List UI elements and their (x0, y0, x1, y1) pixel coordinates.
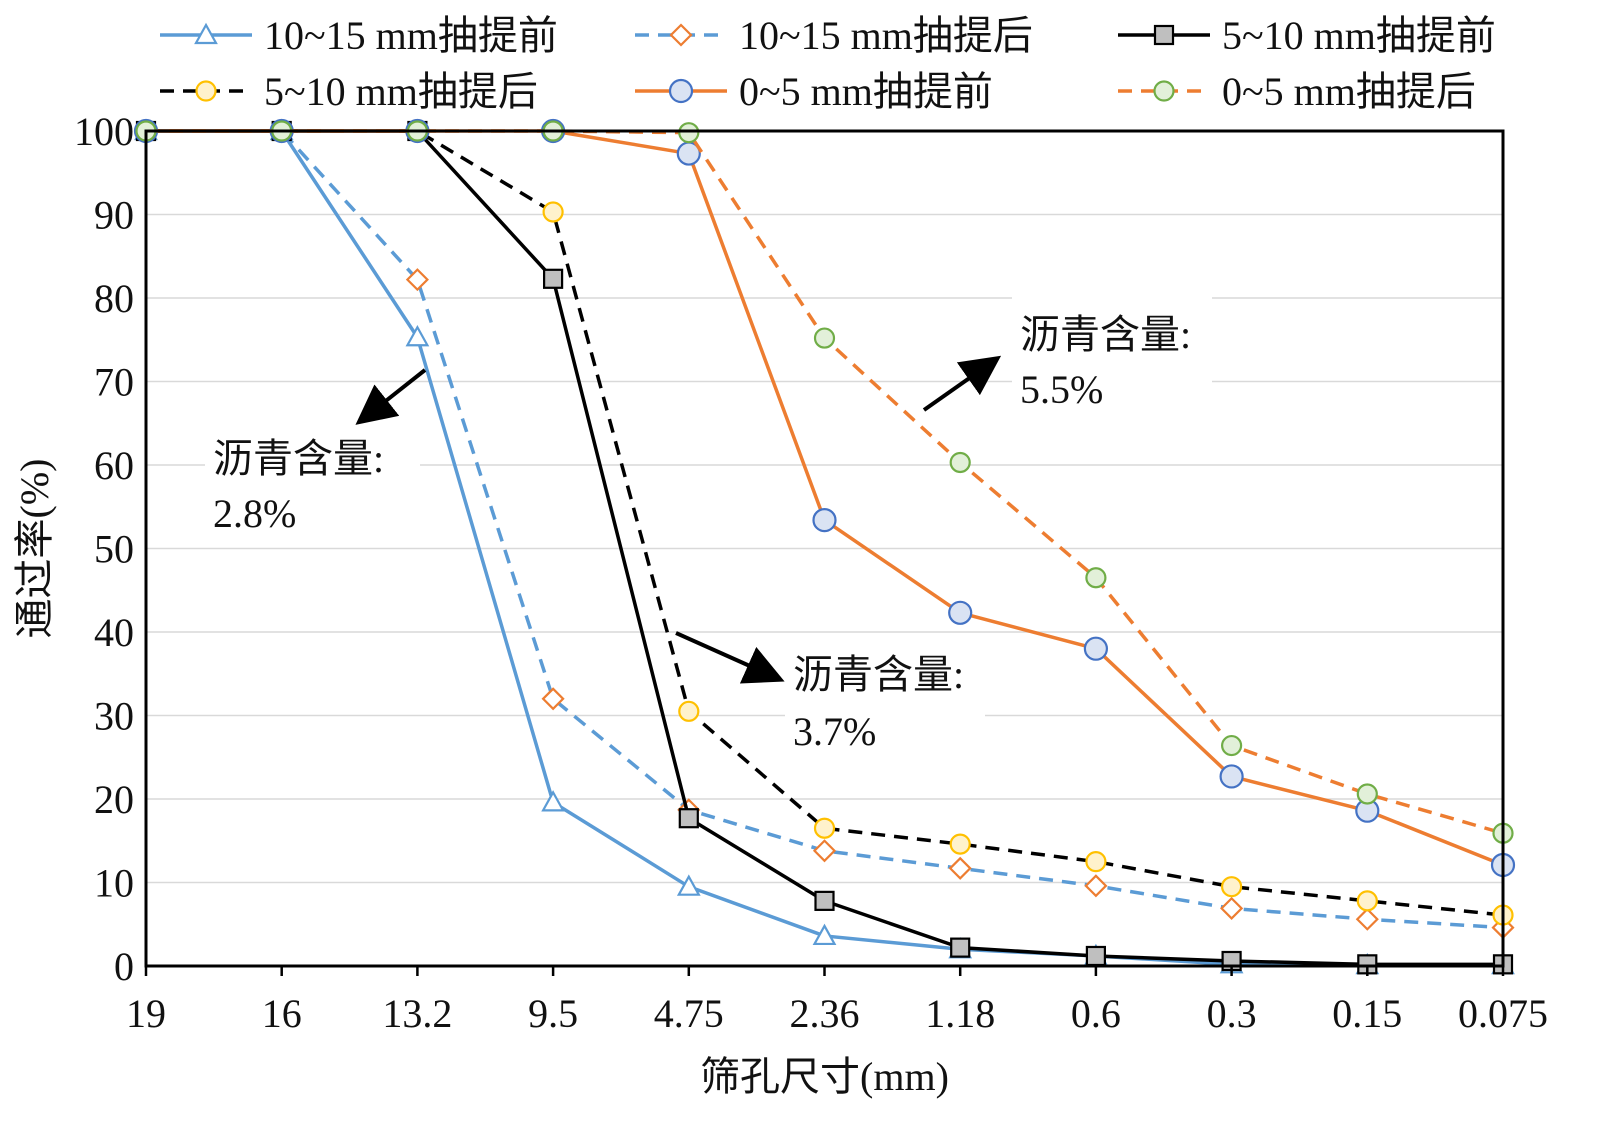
x-tick-label: 0.15 (1332, 991, 1402, 1036)
data-point (541, 687, 565, 711)
legend: 10~15 mm抽提前 10~15 mm抽提后 5~10 mm抽提前 5~10 mm抽… (160, 13, 1496, 114)
y-tick-label: 60 (94, 443, 134, 488)
data-point (1220, 734, 1243, 757)
x-tick-label: 2.36 (790, 991, 860, 1036)
annotation-value-2-8: 2.8% (213, 491, 296, 536)
annotation-arrow-5-5 (922, 355, 1002, 412)
legend-item: 10~15 mm抽提后 (635, 13, 1033, 58)
data-point (1219, 764, 1244, 789)
data-point (542, 201, 564, 223)
data-point (678, 700, 700, 722)
data-point (1220, 896, 1244, 920)
x-tick-label: 1.18 (925, 991, 995, 1036)
annotation-label-5-5: 沥青含量: (1020, 312, 1191, 357)
legend-label: 10~15 mm抽提前 (264, 13, 558, 58)
series-layer (133, 118, 1516, 975)
data-point (812, 839, 837, 863)
annotation-bg-5-5 (1012, 295, 1212, 420)
y-tick-label: 20 (94, 777, 134, 822)
x-tick-label: 16 (262, 991, 302, 1036)
data-point (813, 327, 836, 349)
legend-marker (669, 23, 693, 47)
data-point (1356, 783, 1378, 805)
annotation-bg-3-7 (785, 640, 985, 765)
data-point (948, 856, 972, 880)
data-point (1083, 636, 1109, 661)
legend-label: 0~5 mm抽提后 (1222, 69, 1476, 114)
data-point (950, 937, 971, 958)
y-tick-label: 90 (94, 193, 134, 238)
legend-label: 5~10 mm抽提后 (264, 69, 538, 114)
x-tick-label: 0.6 (1071, 991, 1121, 1036)
data-point (812, 923, 837, 946)
legend-item: 0~5 mm抽提前 (635, 69, 993, 114)
legend-label: 0~5 mm抽提前 (739, 69, 993, 114)
data-point (813, 817, 836, 839)
data-point (949, 451, 971, 474)
x-tick-label: 0.3 (1207, 991, 1257, 1036)
gridlines (146, 213, 1503, 884)
y-tick-label: 80 (94, 276, 134, 321)
y-tick-labels: 0 10 20 30 40 50 60 70 80 90 100 (74, 109, 134, 989)
data-point (1084, 874, 1108, 898)
legend-item: 10~15 mm抽提前 (160, 13, 558, 58)
legend-marker (195, 80, 217, 102)
annotation-label-2-8: 沥青含量: (213, 436, 384, 481)
data-point (1085, 945, 1107, 967)
data-point (541, 790, 565, 812)
data-point (405, 324, 430, 347)
data-point (678, 808, 699, 829)
legend-item: 5~10 mm抽提后 (160, 69, 538, 114)
annotation-bg-2-8 (205, 420, 420, 545)
legend-marker (194, 22, 218, 45)
y-tick-label: 40 (94, 610, 134, 655)
annotation-label-3-7: 沥青含量: (793, 652, 964, 697)
legend-label: 10~15 mm抽提后 (739, 13, 1033, 58)
y-tick-label: 30 (94, 694, 134, 739)
data-point (949, 833, 971, 855)
annotation-value-3-7: 3.7% (793, 709, 876, 754)
x-tick-label: 4.75 (654, 991, 724, 1036)
data-point (542, 268, 564, 289)
legend-marker (1153, 80, 1175, 102)
y-tick-label: 10 (94, 861, 134, 906)
annotation-arrow-2-8 (355, 368, 427, 425)
x-tick-labels: 19 16 13.2 9.5 4.75 2.36 1.18 0.6 0.3 0.15 0.075 (126, 966, 1548, 1036)
data-point (1220, 876, 1243, 898)
y-tick-label: 70 (94, 360, 134, 405)
y-tick-label: 0 (114, 944, 134, 989)
data-point (948, 600, 973, 625)
x-tick-label: 13.2 (382, 991, 452, 1036)
legend-marker (668, 78, 694, 104)
legend-item: 5~10 mm抽提前 (1118, 13, 1496, 58)
x-tick-label: 0.075 (1458, 991, 1548, 1036)
annotations: 沥青含量: 2.8% 沥青含量: 3.7% 沥青含量: 5.5% (205, 295, 1212, 765)
y-axis-title: 通过率(%) (12, 459, 57, 639)
x-tick-label: 19 (126, 991, 166, 1036)
legend-item: 0~5 mm抽提后 (1118, 69, 1476, 114)
y-tick-label: 50 (94, 527, 134, 572)
data-point (1355, 907, 1379, 931)
data-point (814, 890, 835, 911)
x-tick-label: 9.5 (528, 991, 578, 1036)
data-point (1356, 890, 1378, 912)
data-point (676, 874, 701, 896)
data-point (405, 268, 429, 292)
legend-marker (1153, 24, 1175, 46)
legend-label: 5~10 mm抽提前 (1222, 13, 1496, 58)
data-point (1085, 567, 1107, 589)
y-tick-label: 100 (74, 109, 134, 154)
data-point (812, 508, 837, 533)
annotation-value-5-5: 5.5% (1020, 367, 1103, 412)
x-axis-title: 筛孔尺寸(mm) (700, 1054, 949, 1099)
data-point (1085, 851, 1107, 873)
annotation-arrow-3-7 (675, 631, 785, 684)
data-point (678, 122, 700, 144)
